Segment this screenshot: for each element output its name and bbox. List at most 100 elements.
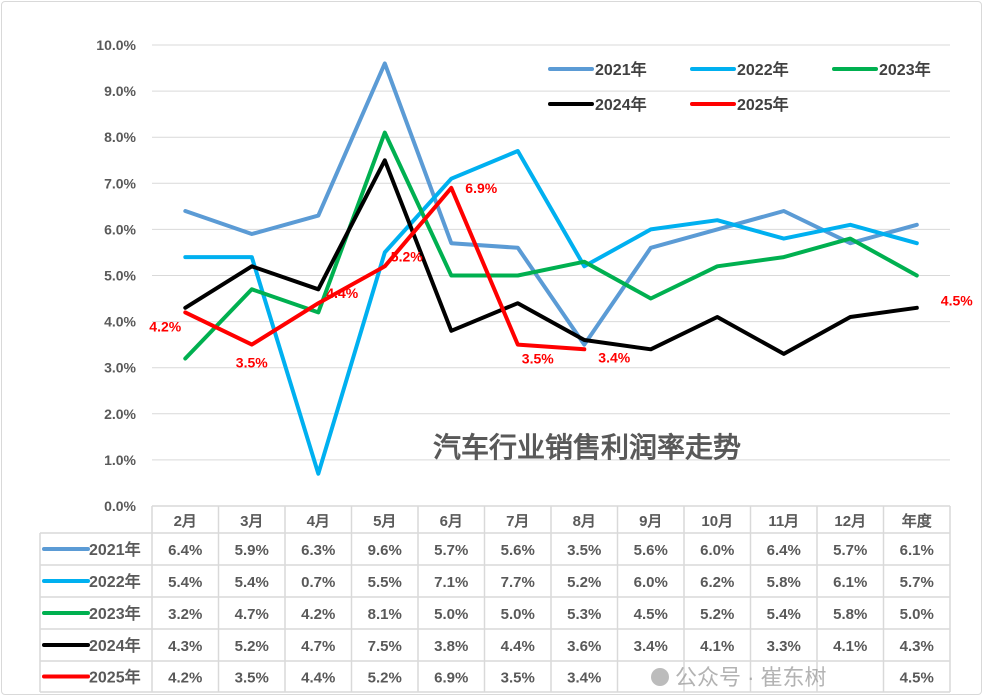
table-cell: 3.6% xyxy=(567,638,601,655)
table-series-label: 2025年 xyxy=(89,668,141,687)
x-category-label: 12月 xyxy=(834,513,866,530)
x-category-label: 10月 xyxy=(701,513,733,530)
table-cell: 3.5% xyxy=(235,670,269,687)
table-cell: 6.0% xyxy=(634,574,668,591)
table-cell: 8.1% xyxy=(368,606,402,623)
table-cell: 7.7% xyxy=(501,574,535,591)
y-tick-label: 8.0% xyxy=(104,129,136,145)
table-cell: 5.2% xyxy=(368,670,402,687)
table-cell: 6.1% xyxy=(833,574,867,591)
table-cell: 6.4% xyxy=(168,542,202,559)
table-cell: 9.6% xyxy=(368,542,402,559)
table-cell: 4.4% xyxy=(301,670,335,687)
table-cell: 5.2% xyxy=(235,638,269,655)
series-line-2023年 xyxy=(183,130,919,361)
data-label: 4.2% xyxy=(149,318,181,334)
legend-label: 2021年 xyxy=(595,60,647,79)
table-cell: 3.4% xyxy=(634,638,668,655)
series-line-2024年 xyxy=(183,158,919,356)
table-cell: 5.0% xyxy=(434,606,468,623)
table-cell: 7.5% xyxy=(368,638,402,655)
y-tick-label: 0.0% xyxy=(104,498,136,514)
series-line-2021年 xyxy=(183,61,919,347)
table-cell: 4.2% xyxy=(168,670,202,687)
table-cell: 5.3% xyxy=(567,606,601,623)
watermark: 公众号 · 崔东树 xyxy=(675,665,827,690)
table-cell: 3.2% xyxy=(168,606,202,623)
series-line-2025年 xyxy=(183,185,587,352)
y-tick-label: 3.0% xyxy=(104,360,136,376)
table-series-label: 2023年 xyxy=(89,604,141,623)
x-category-label: 11月 xyxy=(768,513,799,530)
table-cell: 5.2% xyxy=(700,606,734,623)
x-category-label: 5月 xyxy=(373,513,396,530)
table-cell: 5.7% xyxy=(900,574,934,591)
table-cell: 3.5% xyxy=(567,542,601,559)
data-label: 3.5% xyxy=(522,351,554,367)
legend-label: 2024年 xyxy=(595,95,647,114)
table-cell: 5.9% xyxy=(235,542,269,559)
y-tick-label: 4.0% xyxy=(104,314,136,330)
table-cell: 3.3% xyxy=(767,638,801,655)
table-cell: 5.0% xyxy=(501,606,535,623)
legend-label: 2025年 xyxy=(737,95,789,114)
data-label: 5.2% xyxy=(391,248,423,264)
x-category-label: 4月 xyxy=(307,513,330,530)
table-cell: 6.2% xyxy=(700,574,734,591)
y-tick-label: 6.0% xyxy=(104,221,136,237)
table-cell: 6.9% xyxy=(434,670,468,687)
table-cell: 5.0% xyxy=(900,606,934,623)
table-cell: 3.4% xyxy=(567,670,601,687)
data-label: 3.5% xyxy=(236,355,268,371)
x-category-label: 9月 xyxy=(639,513,662,530)
table-cell: 5.4% xyxy=(235,574,269,591)
table-cell: 4.7% xyxy=(235,606,269,623)
table-cell: 4.3% xyxy=(168,638,202,655)
x-category-label: 6月 xyxy=(440,513,463,530)
table-cell: 5.5% xyxy=(368,574,402,591)
x-category-label: 2月 xyxy=(174,513,197,530)
chart-title: 汽车行业销售利润率走势 xyxy=(433,431,741,463)
table-cell: 5.6% xyxy=(501,542,535,559)
data-label: 3.4% xyxy=(598,349,630,365)
table-cell: 5.8% xyxy=(767,574,801,591)
y-tick-label: 2.0% xyxy=(104,406,136,422)
y-tick-label: 1.0% xyxy=(104,452,136,468)
table-cell: 0.7% xyxy=(301,574,335,591)
data-label: 6.9% xyxy=(465,180,497,196)
table-cell: 5.7% xyxy=(434,542,468,559)
table-cell: 4.5% xyxy=(634,606,668,623)
x-category-label: 7月 xyxy=(506,513,529,530)
table-cell: 7.1% xyxy=(434,574,468,591)
x-category-label: 年度 xyxy=(902,512,933,530)
table-cell: 6.1% xyxy=(900,542,934,559)
table-cell: 4.1% xyxy=(833,638,867,655)
table-cell: 6.0% xyxy=(700,542,734,559)
y-tick-label: 9.0% xyxy=(104,83,136,99)
y-tick-label: 10.0% xyxy=(96,37,136,53)
table-cell: 6.3% xyxy=(301,542,335,559)
table-cell: 5.2% xyxy=(567,574,601,591)
legend-label: 2023年 xyxy=(879,60,931,79)
table-series-label: 2021年 xyxy=(89,540,141,559)
y-tick-label: 7.0% xyxy=(104,175,136,191)
table-cell: 4.5% xyxy=(900,670,934,687)
data-label: 4.4% xyxy=(326,285,358,301)
wechat-icon xyxy=(651,668,669,686)
y-tick-label: 5.0% xyxy=(104,268,136,284)
legend-label: 2022年 xyxy=(737,60,789,79)
table-cell: 3.8% xyxy=(434,638,468,655)
table-cell: 5.8% xyxy=(833,606,867,623)
x-category-label: 8月 xyxy=(573,513,596,530)
table-cell: 5.7% xyxy=(833,542,867,559)
table-series-label: 2024年 xyxy=(89,636,141,655)
table-cell: 3.5% xyxy=(501,670,535,687)
table-cell: 5.4% xyxy=(168,574,202,591)
table-cell: 5.6% xyxy=(634,542,668,559)
table-cell: 4.2% xyxy=(301,606,335,623)
series-line-2022年 xyxy=(183,149,919,476)
x-category-label: 3月 xyxy=(240,513,263,530)
table-cell: 4.1% xyxy=(700,638,734,655)
table-cell: 4.4% xyxy=(501,638,535,655)
